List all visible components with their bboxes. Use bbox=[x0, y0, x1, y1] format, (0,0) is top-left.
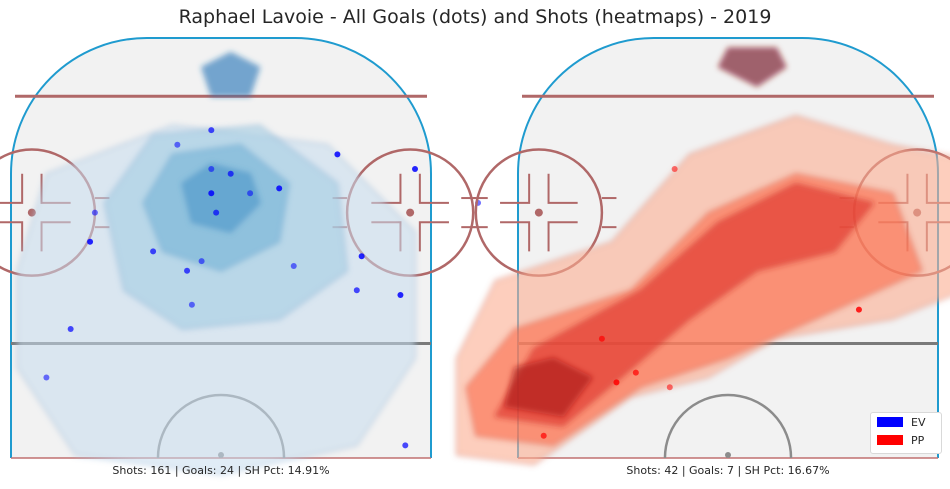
legend-label-pp: PP bbox=[911, 433, 925, 447]
shot-contour-3-pp bbox=[504, 357, 593, 417]
hash-mark-left-0-pp bbox=[500, 173, 531, 204]
shot-contour-3-ev bbox=[181, 163, 261, 233]
goal-dot-ev-13 bbox=[184, 267, 191, 274]
legend-swatch-pp bbox=[877, 435, 903, 445]
goal-dot-pp-3 bbox=[666, 384, 673, 391]
goal-dot-ev-19 bbox=[353, 287, 360, 294]
goal-dot-ev-7 bbox=[213, 209, 220, 216]
hash-mark-right-1-ev bbox=[418, 173, 449, 204]
shot-contour-2-pp bbox=[494, 183, 874, 427]
goal-dot-ev-10 bbox=[150, 248, 157, 255]
hash-mark-right-3-ev bbox=[418, 221, 449, 252]
chart-title: Raphael Lavoie - All Goals (dots) and Sh… bbox=[178, 6, 772, 28]
goal-dot-ev-2 bbox=[334, 151, 341, 158]
goal-dot-ev-15 bbox=[188, 301, 195, 308]
goal-dot-ev-0 bbox=[174, 141, 181, 148]
goal-dot-ev-4 bbox=[227, 170, 234, 177]
goal-dot-ev-16 bbox=[67, 326, 74, 332]
hash-mark-left-2-pp bbox=[500, 221, 531, 252]
faceoff-dot-left-pp bbox=[534, 208, 543, 217]
shot-contour-4-pp bbox=[717, 47, 787, 87]
goal-dot-ev-6 bbox=[247, 190, 254, 197]
goal-dot-ev-11 bbox=[87, 238, 94, 245]
hash-mark-left-0-ev bbox=[0, 173, 24, 204]
goal-dot-ev-1 bbox=[208, 127, 215, 134]
hash-mark-left-2-ev bbox=[0, 221, 24, 252]
legend-entry-pp: PP bbox=[871, 431, 941, 449]
hash-mark-left-1-pp bbox=[547, 173, 578, 204]
goal-dot-pp-4 bbox=[632, 369, 639, 376]
goal-dot-pp-7 bbox=[540, 432, 547, 439]
stats-pp: Shots: 42 | Goals: 7 | SH Pct: 16.67% bbox=[626, 464, 830, 477]
panel-pp bbox=[455, 37, 950, 466]
goal-dot-ev-14 bbox=[412, 165, 418, 172]
center-dot-pp bbox=[725, 452, 731, 458]
goal-dot-ev-8 bbox=[276, 185, 283, 192]
legend-label-ev: EV bbox=[911, 415, 926, 429]
legend-swatch-ev bbox=[877, 417, 903, 427]
goal-dot-pp-2 bbox=[855, 306, 862, 313]
goal-dot-ev-24 bbox=[43, 374, 50, 381]
goal-dot-pp-1 bbox=[598, 335, 605, 342]
goal-dot-ev-12 bbox=[198, 258, 205, 265]
goal-dot-pp-5 bbox=[613, 379, 620, 386]
stats-ev: Shots: 161 | Goals: 24 | SH Pct: 14.91% bbox=[112, 464, 330, 477]
shot-contour-4-ev bbox=[201, 52, 261, 97]
faceoff-dot-right-ev bbox=[406, 208, 415, 217]
goal-dot-ev-9 bbox=[91, 209, 98, 216]
legend: EV PP bbox=[870, 412, 942, 454]
goal-dot-ev-20 bbox=[397, 292, 404, 299]
goal-dot-pp-0 bbox=[671, 165, 678, 172]
legend-entry-ev: EV bbox=[871, 413, 941, 431]
goal-dot-ev-17 bbox=[358, 253, 365, 260]
goal-dot-ev-5 bbox=[208, 190, 215, 197]
hash-mark-left-3-pp bbox=[547, 221, 578, 252]
goal-dot-ev-3 bbox=[208, 165, 215, 172]
panel-ev bbox=[0, 37, 488, 475]
goal-dot-ev-18 bbox=[290, 262, 297, 269]
neutral-circle-pp bbox=[663, 393, 793, 459]
goal-dot-ev-25 bbox=[402, 442, 409, 449]
